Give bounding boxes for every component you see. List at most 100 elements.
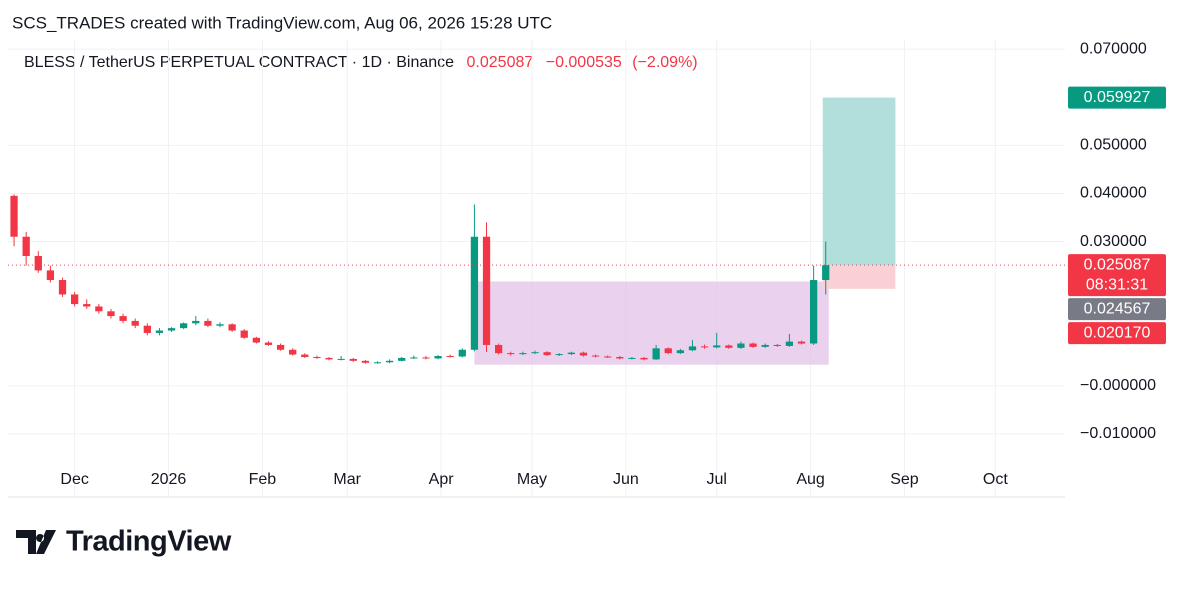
candle-body	[434, 356, 442, 359]
candle-body	[83, 304, 91, 307]
candle-body	[749, 343, 757, 347]
x-tick-label: Mar	[333, 471, 361, 488]
symbol: BLESS / TetherUS PERPETUAL CONTRACT · 1D…	[24, 54, 454, 71]
y-tick-label: 0.050000	[1080, 137, 1147, 154]
candle-body	[204, 320, 212, 326]
x-tick-label: Feb	[249, 471, 277, 488]
candle-body	[107, 311, 115, 317]
candle-body	[325, 357, 333, 360]
candle-body	[531, 352, 539, 354]
candle-body	[700, 346, 709, 348]
candle-body	[34, 255, 42, 271]
candle-body	[507, 353, 515, 355]
candle-body	[664, 348, 672, 354]
x-tick-label: May	[517, 471, 547, 488]
candle-body	[10, 195, 18, 237]
candle-body	[422, 357, 430, 359]
logo: TradingView	[16, 526, 232, 558]
price-badge-label: 0.025087	[1084, 256, 1151, 273]
candle-body	[567, 352, 575, 355]
price-badge-label: 0.024567	[1084, 300, 1151, 317]
candle-body	[822, 265, 830, 281]
price-badge-label: 0.020170	[1084, 324, 1151, 341]
candle-body	[785, 341, 794, 346]
candle-body	[192, 320, 200, 324]
candle-body	[652, 348, 660, 360]
price-badge	[1068, 298, 1166, 321]
candle-body	[119, 316, 127, 321]
y-tick-label: −0.010000	[1080, 425, 1156, 442]
candle-body	[373, 362, 382, 364]
logo-icon	[16, 530, 56, 554]
candle-body	[216, 324, 224, 326]
candle-body	[543, 352, 551, 356]
candle-body	[361, 360, 370, 363]
candle-body	[58, 280, 67, 295]
candle-body	[398, 357, 406, 361]
candle-body	[385, 360, 394, 363]
candle-body	[591, 355, 600, 357]
y-tick-label: 0.040000	[1080, 185, 1147, 202]
position-target	[822, 97, 896, 266]
x-tick-label: Sep	[890, 471, 919, 488]
candle-body	[301, 354, 309, 357]
y-tick-label: 0.030000	[1080, 233, 1147, 250]
x-tick-label: 2026	[151, 471, 187, 488]
candle-body	[809, 280, 818, 344]
price-change-pct: (−2.09%)	[632, 54, 697, 71]
candle-body	[155, 330, 164, 333]
watermark: SCS_TRADES created with TradingView.com,…	[12, 13, 552, 32]
candle-body	[228, 324, 236, 331]
symbol-line: BLESS / TetherUS PERPETUAL CONTRACT · 1D…	[24, 54, 698, 71]
position-stop	[822, 265, 896, 289]
x-tick-label: Jul	[706, 471, 726, 488]
candle-body	[458, 349, 466, 357]
range-box	[474, 281, 829, 365]
grid	[8, 40, 1065, 496]
candle-body	[349, 358, 357, 361]
price-badge	[1068, 254, 1166, 297]
x-tick-label: Dec	[60, 471, 88, 488]
x-tick-label: Oct	[983, 471, 1008, 488]
price-badge-label: 0.059927	[1084, 89, 1151, 106]
candle-body	[676, 350, 684, 354]
last-price: 0.025087	[467, 54, 534, 71]
candle-body	[555, 354, 563, 356]
candle-body	[797, 341, 806, 344]
candle-body	[773, 344, 781, 346]
candle-body	[604, 356, 612, 358]
candle-body	[22, 236, 30, 256]
candle-body	[725, 345, 733, 348]
candle-body	[737, 343, 745, 348]
candle-body	[446, 356, 454, 358]
candle-body	[46, 270, 55, 281]
candle-body	[143, 325, 151, 333]
candle-body	[252, 337, 260, 343]
candle-body	[688, 346, 697, 351]
candle-body	[640, 357, 648, 360]
candle-body	[337, 358, 345, 360]
candle-body	[313, 356, 321, 358]
candle-body	[519, 353, 527, 355]
logo-text: TradingView	[66, 526, 232, 558]
candle-body	[761, 344, 769, 347]
candle-body	[180, 323, 188, 329]
candle-body	[628, 357, 636, 359]
candle-body	[616, 356, 624, 359]
candle-body	[495, 344, 503, 354]
candle-body	[95, 306, 103, 312]
price-change: −0.000535	[546, 54, 622, 71]
y-tick-label: −0.000000	[1080, 377, 1156, 394]
candle-body	[240, 330, 248, 338]
x-tick-label: Apr	[429, 471, 455, 488]
candle-body	[276, 344, 285, 350]
candle-body	[264, 342, 273, 345]
price-badge	[1068, 86, 1166, 109]
candle-body	[70, 294, 79, 305]
x-tick-label: Jun	[613, 471, 639, 488]
countdown: 08:31:31	[1086, 276, 1148, 293]
candle-body	[131, 320, 139, 326]
y-tick-label: 0.070000	[1080, 40, 1147, 57]
candle-body	[289, 349, 297, 355]
